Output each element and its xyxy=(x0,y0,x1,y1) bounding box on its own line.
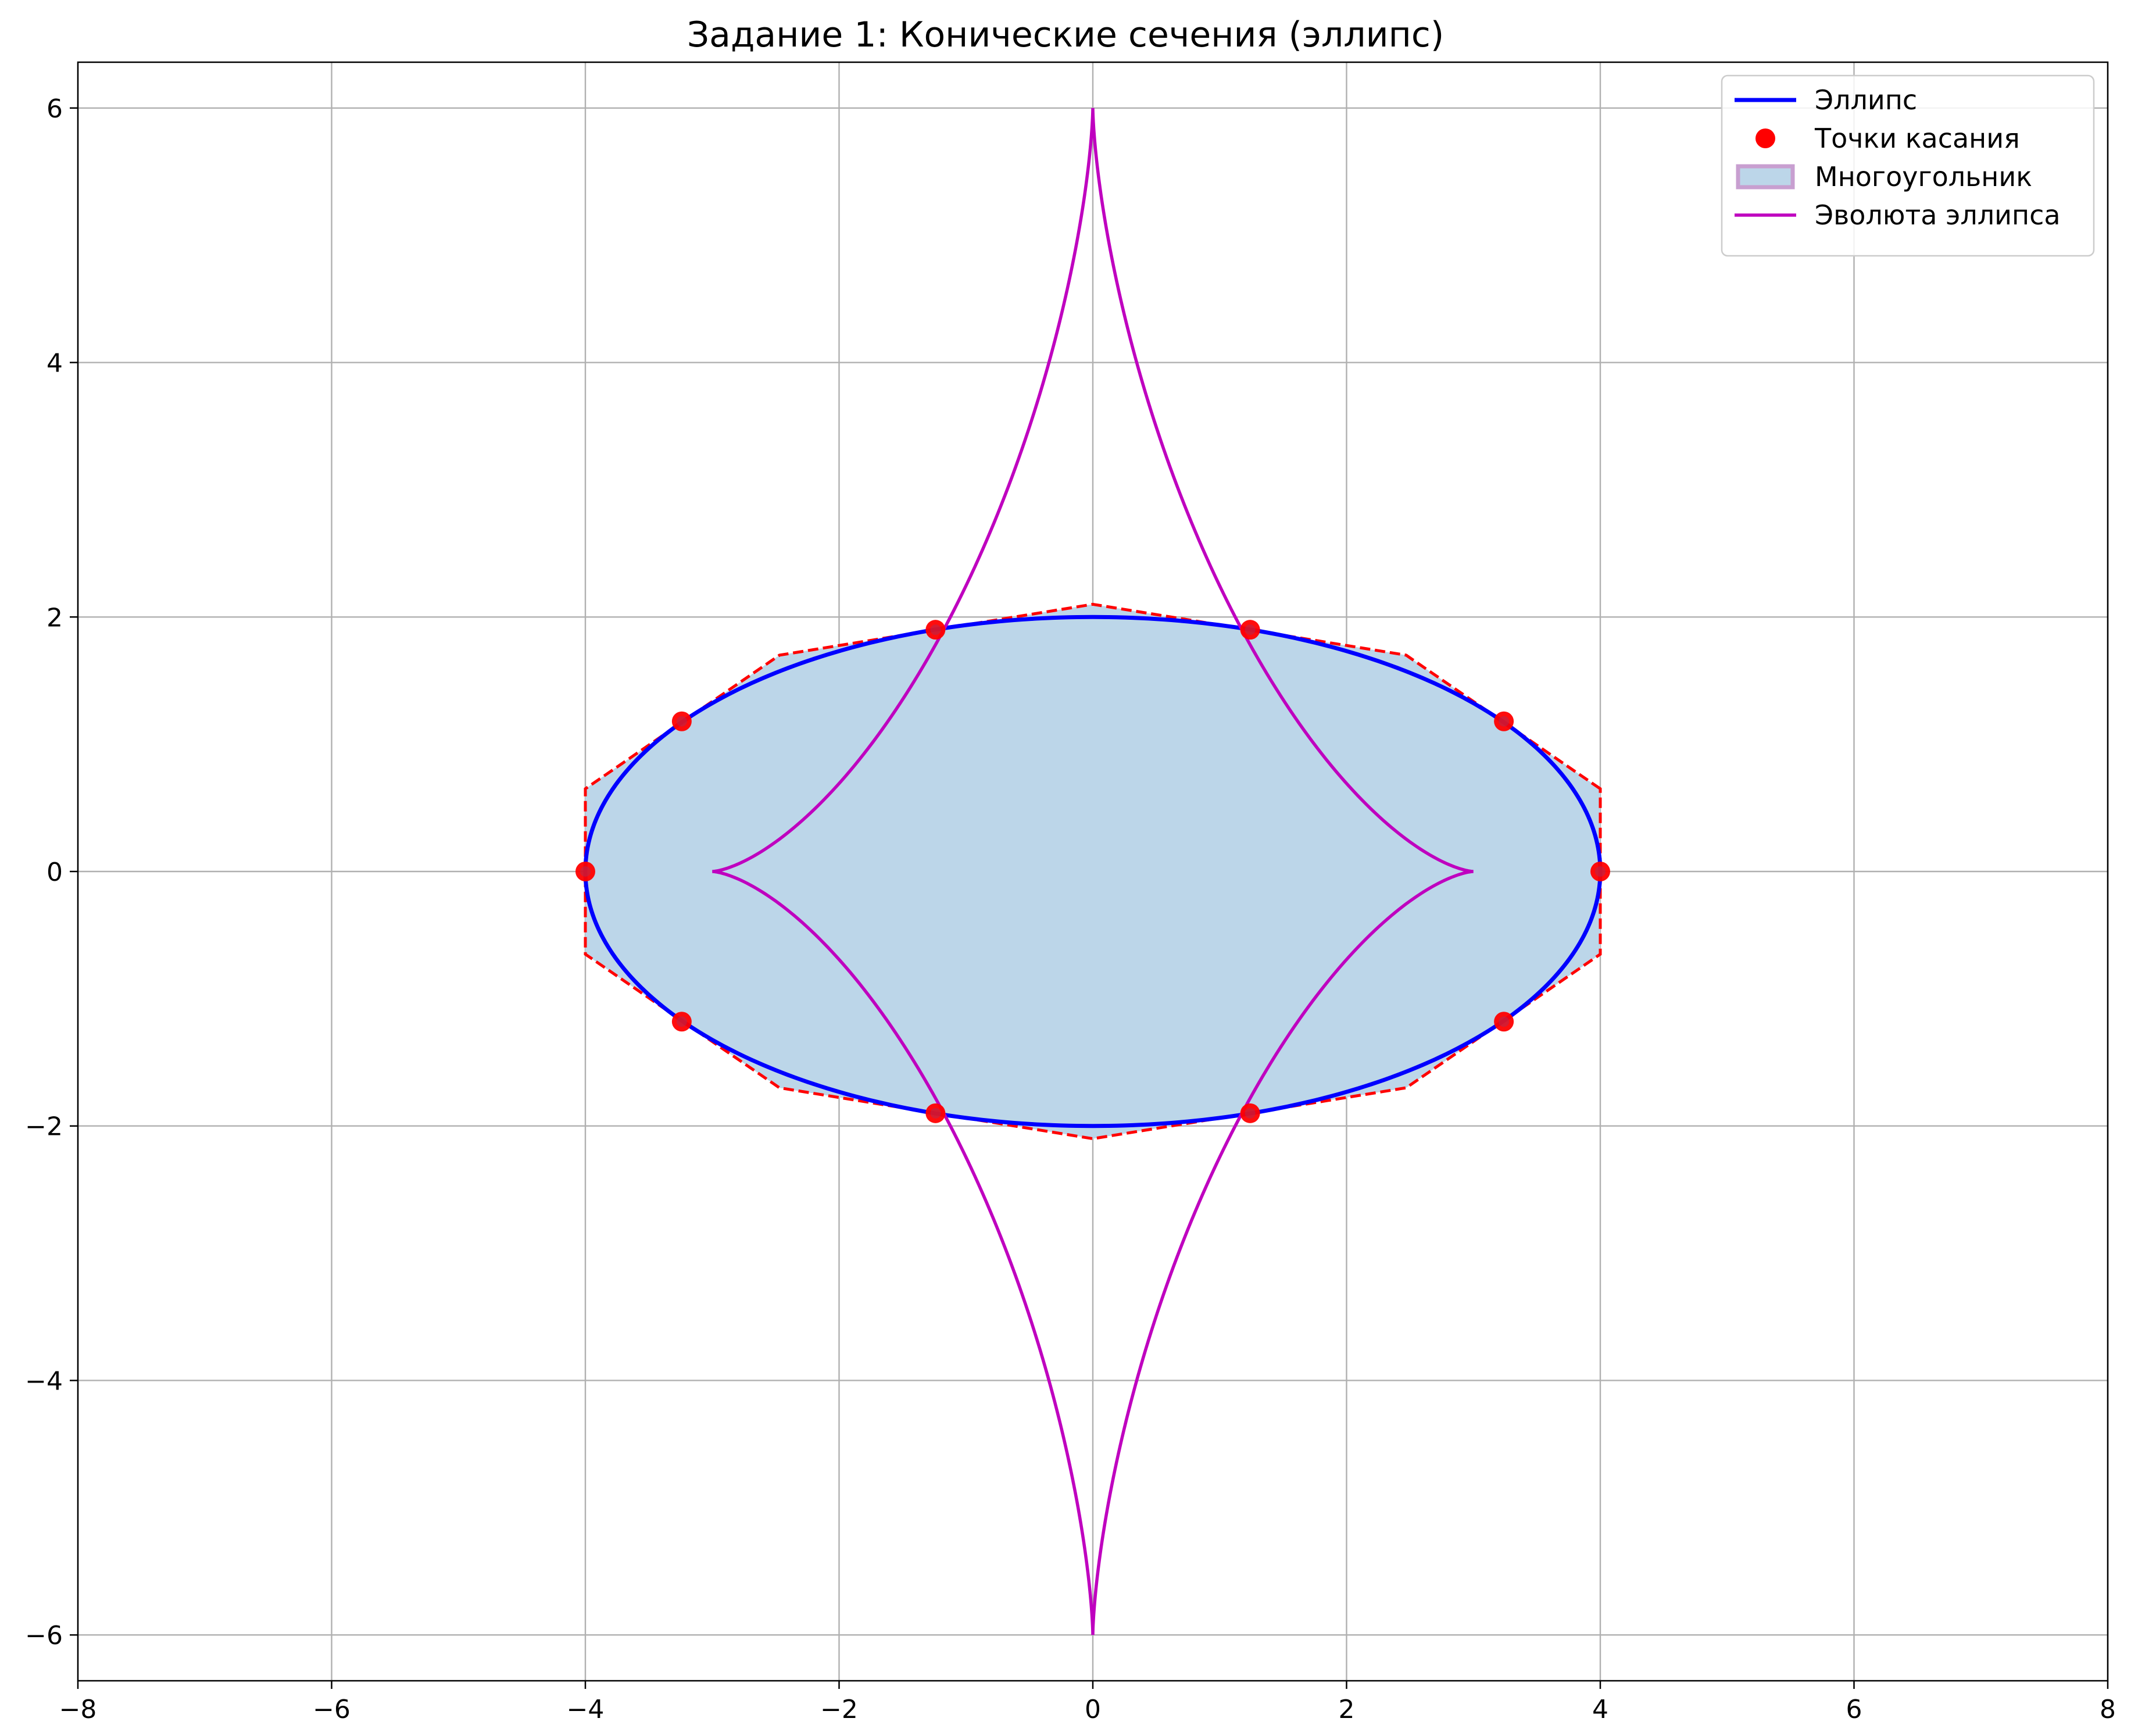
tangent-point-overlap xyxy=(580,866,591,877)
y-tick-label: 4 xyxy=(47,349,63,378)
tangent-point xyxy=(1494,1012,1514,1032)
tangent-point-overlap xyxy=(1595,866,1606,877)
legend-label: Эллипс xyxy=(1815,84,1917,116)
x-tick-label: −8 xyxy=(59,1695,97,1724)
legend-label: Точки касания xyxy=(1814,123,2020,154)
tangent-point xyxy=(1494,711,1514,731)
tangent-point xyxy=(925,1103,946,1123)
tangent-point-overlap xyxy=(676,716,687,727)
y-tick-label: −2 xyxy=(25,1112,63,1142)
y-tick-label: −6 xyxy=(25,1621,63,1651)
legend-label: Многоугольник xyxy=(1815,161,2032,192)
legend-box xyxy=(1721,74,2095,257)
evolute-series xyxy=(712,108,1474,1635)
x-tick-label: 0 xyxy=(1085,1695,1101,1724)
legend-swatch-marker xyxy=(1755,128,1775,148)
x-tick-label: −6 xyxy=(313,1695,351,1724)
legend-swatch-patch xyxy=(1736,164,1795,190)
tangent-point xyxy=(1590,862,1610,881)
x-tick-label: 2 xyxy=(1339,1695,1355,1724)
y-tick-label: −4 xyxy=(25,1366,63,1396)
chart-title: Задание 1: Конические сечения (эллипс) xyxy=(687,15,1444,55)
y-tick-label: 2 xyxy=(47,603,63,633)
y-tick-label: 6 xyxy=(47,94,63,124)
tangent-point-overlap xyxy=(1499,1016,1510,1027)
plot-area xyxy=(575,108,1610,1635)
tangent-point-overlap xyxy=(676,1016,687,1027)
tangent-point-overlap xyxy=(930,1108,941,1119)
tangent-point-overlap xyxy=(930,624,941,635)
legend-label: Эволюта эллипса xyxy=(1815,199,2061,231)
axis-ticks: −8 −6 −4 −2 0 2 4 6 8 −6 −4 −2 0 2 4 6 xyxy=(25,94,2116,1724)
y-tick-label: 0 xyxy=(47,858,63,887)
tangent-point-overlap xyxy=(1245,1108,1256,1119)
legend: Эллипс Точки касания Многоугольник Эволюта … xyxy=(1721,74,2095,257)
tangent-point-overlap xyxy=(1499,716,1510,727)
x-tick-label: −2 xyxy=(820,1695,858,1724)
x-tick-label: 8 xyxy=(2100,1695,2116,1724)
tangent-point-overlap xyxy=(1245,624,1256,635)
tangent-point xyxy=(1240,620,1260,640)
tangent-point xyxy=(1240,1103,1260,1123)
x-tick-label: 4 xyxy=(1592,1695,1608,1724)
x-tick-label: −4 xyxy=(567,1695,605,1724)
polygon-series xyxy=(584,602,1602,1141)
tangent-point xyxy=(671,711,692,731)
x-tick-label: 6 xyxy=(1846,1695,1862,1724)
tangent-point xyxy=(575,862,595,881)
tangent-point xyxy=(671,1012,692,1032)
tangent-point xyxy=(925,620,946,640)
